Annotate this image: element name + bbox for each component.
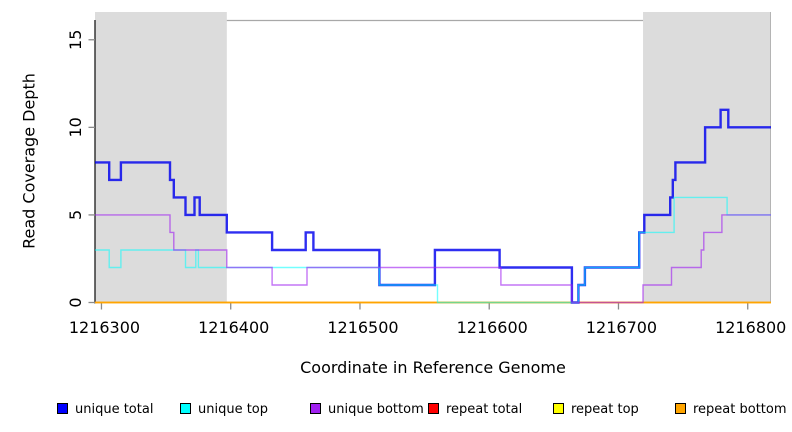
x-tick-label: 1216600: [457, 318, 528, 337]
x-axis-title: Coordinate in Reference Genome: [300, 358, 566, 377]
x-tick-label: 1216500: [327, 318, 398, 337]
x-tick-label: 1216300: [69, 318, 140, 337]
y-tick-label: 10: [66, 117, 85, 137]
y-tick-label: 0: [66, 297, 85, 307]
shaded-region: [643, 12, 771, 303]
y-axis-title: Read Coverage Depth: [19, 73, 39, 249]
series-unique-bottom: [95, 214, 771, 304]
x-tick-label: 1216700: [586, 318, 657, 337]
y-tick-label: 5: [66, 210, 85, 220]
series-unique-top: [95, 196, 771, 304]
x-tick-label: 1216400: [198, 318, 269, 337]
y-tick-label: 15: [66, 30, 85, 50]
shaded-region: [95, 12, 227, 303]
x-tick-label: 1216800: [715, 318, 786, 337]
